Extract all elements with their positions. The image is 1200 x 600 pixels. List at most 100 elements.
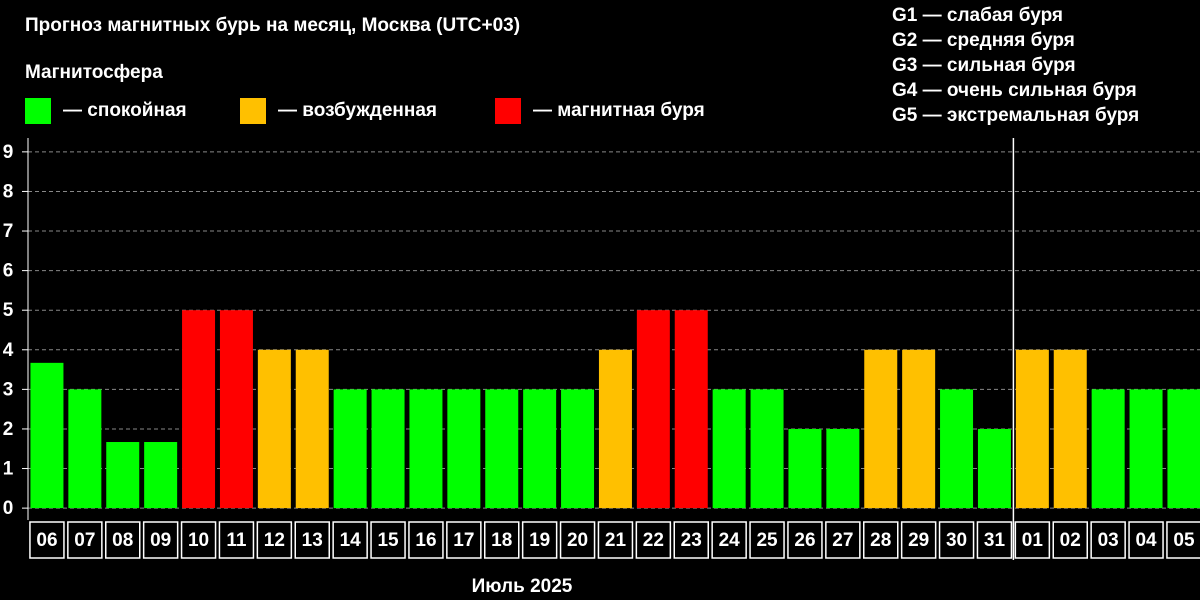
x-tick-box	[67, 521, 103, 559]
y-tick-label: 3	[3, 379, 14, 400]
x-tick-label: 03	[1098, 530, 1119, 551]
bar	[940, 389, 974, 509]
g-scale-item: G2 — средняя буря	[892, 30, 1075, 51]
x-tick-box	[938, 521, 975, 559]
y-tick-label: 4	[3, 340, 14, 361]
x-tick-label: 08	[112, 530, 133, 551]
bar	[182, 310, 216, 509]
bar	[1015, 349, 1049, 509]
x-tick-box	[825, 521, 861, 559]
x-tick-label: 17	[453, 530, 474, 551]
x-tick-box	[900, 521, 937, 559]
bar	[1167, 389, 1200, 509]
y-tick-label: 9	[3, 142, 14, 163]
x-tick-label: 31	[984, 530, 1006, 551]
x-tick-box	[787, 521, 823, 559]
x-tick-label: 22	[643, 530, 664, 551]
x-tick-label: 14	[340, 530, 362, 551]
y-tick-label: 7	[3, 221, 14, 242]
x-tick-label: 30	[946, 530, 967, 551]
bar	[788, 428, 822, 509]
x-tick-box	[673, 521, 709, 559]
x-tick-label: 29	[908, 530, 929, 551]
x-tick-label: 13	[302, 530, 323, 551]
x-tick-label: 23	[681, 530, 702, 551]
bar	[598, 349, 632, 509]
bar	[409, 389, 443, 509]
x-tick-label: 01	[1022, 530, 1044, 551]
legend-label: — спокойная	[63, 100, 187, 121]
x-tick-label: 18	[491, 530, 512, 551]
x-tick-label: 26	[794, 530, 815, 551]
x-tick-box	[29, 521, 65, 559]
x-tick-label: 10	[188, 530, 209, 551]
legend-swatch	[495, 98, 521, 124]
x-tick-box	[105, 521, 141, 559]
x-tick-label: 11	[226, 530, 247, 551]
x-tick-box	[521, 521, 558, 559]
bar	[106, 442, 140, 509]
bar	[219, 310, 253, 509]
legend-swatch	[240, 98, 266, 124]
x-tick-box	[863, 521, 899, 559]
bar	[485, 389, 519, 509]
bar	[712, 389, 746, 509]
x-tick-label: 20	[567, 530, 588, 551]
y-tick-label: 6	[3, 261, 14, 282]
y-tick-label: 0	[3, 498, 14, 519]
x-tick-box	[711, 521, 747, 559]
x-tick-box	[332, 521, 368, 559]
g-scale-item: G1 — слабая буря	[892, 5, 1063, 26]
y-tick-label: 5	[3, 300, 14, 321]
x-tick-box	[446, 521, 482, 559]
g-scale-item: G4 — очень сильная буря	[892, 80, 1137, 101]
y-tick-label: 2	[3, 419, 14, 440]
x-tick-box	[597, 521, 634, 559]
g-scale-item: G5 — экстремальная буря	[892, 105, 1139, 126]
x-tick-label: 25	[756, 530, 778, 551]
bar	[333, 389, 367, 509]
x-tick-box	[635, 521, 672, 559]
bar	[636, 310, 670, 509]
bar	[1053, 349, 1087, 509]
x-tick-box	[180, 521, 217, 559]
chart-title: Прогноз магнитных бурь на месяц, Москва …	[25, 15, 520, 36]
bar	[826, 428, 860, 509]
x-tick-box	[1014, 521, 1051, 559]
bar	[371, 389, 405, 509]
bar	[674, 310, 708, 509]
bar	[68, 389, 102, 509]
x-tick-label: 24	[719, 530, 741, 551]
legend-title: Магнитосфера	[25, 62, 163, 83]
x-tick-box	[218, 521, 255, 559]
x-tick-label: 04	[1135, 530, 1157, 551]
x-tick-box	[408, 521, 444, 559]
bar	[30, 362, 64, 509]
x-tick-label: 07	[74, 530, 95, 551]
bar	[144, 442, 178, 509]
x-tick-label: 02	[1060, 530, 1081, 551]
x-tick-label: 15	[377, 530, 399, 551]
y-tick-label: 8	[3, 181, 14, 202]
x-tick-box	[749, 521, 785, 559]
x-tick-box	[1166, 521, 1200, 559]
x-tick-label: 27	[832, 530, 853, 551]
bar	[902, 349, 936, 509]
bar	[1091, 389, 1125, 509]
x-tick-label: 21	[605, 530, 627, 551]
y-tick-label: 1	[3, 459, 14, 480]
g-scale-item: G3 — сильная буря	[892, 55, 1076, 76]
bar	[1129, 389, 1163, 509]
x-tick-box	[559, 521, 596, 559]
bar	[295, 349, 329, 509]
x-tick-box	[1090, 521, 1126, 559]
x-tick-box	[1128, 521, 1164, 559]
bar	[447, 389, 481, 509]
bar	[977, 428, 1011, 509]
x-tick-label: 05	[1173, 530, 1195, 551]
x-tick-label: 06	[36, 530, 57, 551]
bar	[864, 349, 898, 509]
x-tick-box	[1052, 521, 1088, 559]
x-tick-label: 19	[529, 530, 550, 551]
